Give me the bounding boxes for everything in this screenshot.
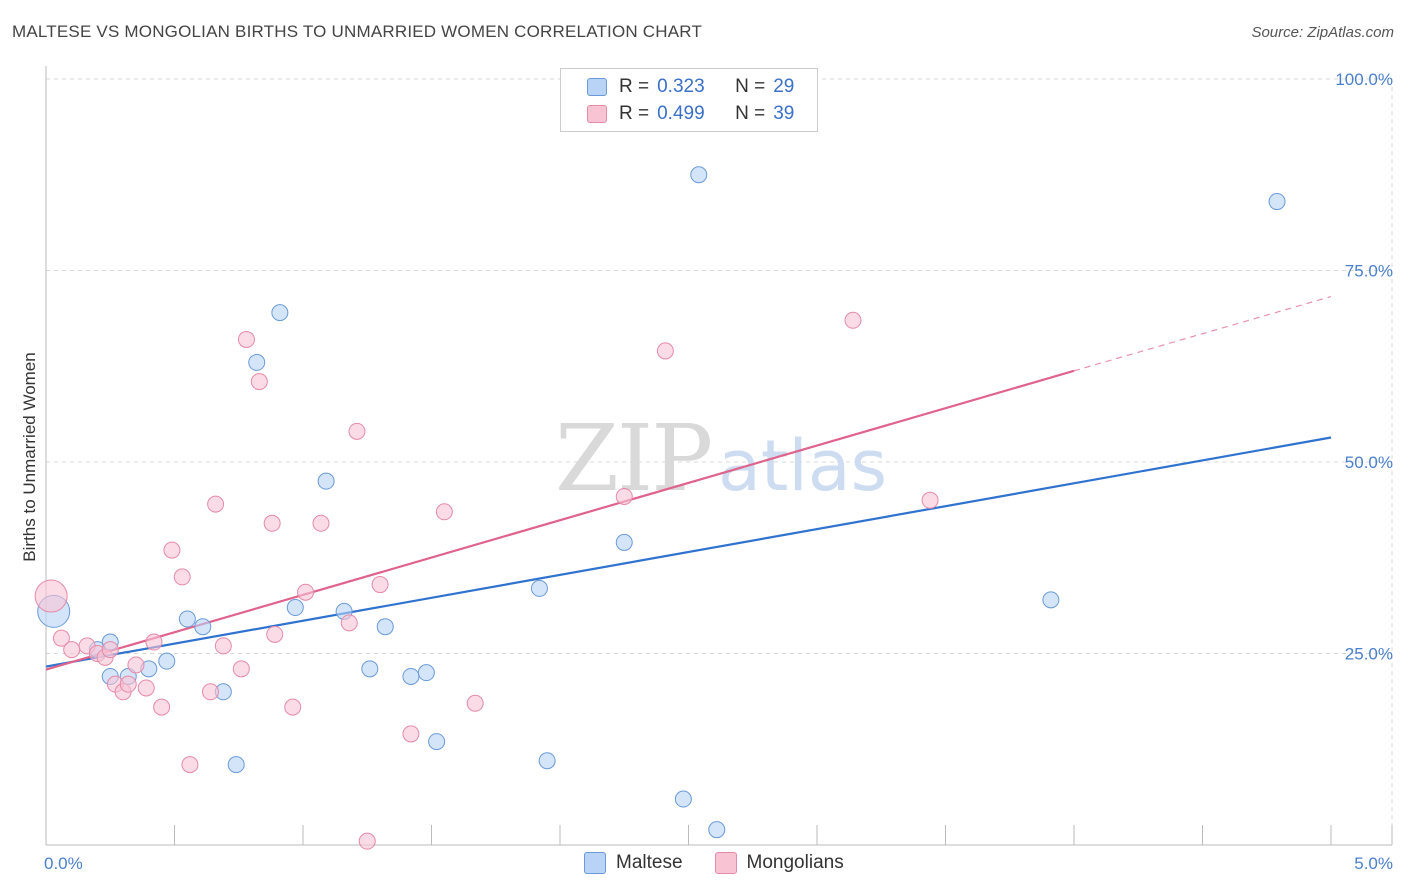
mongolian-swatch xyxy=(587,105,607,123)
mongolian-point xyxy=(101,641,119,659)
mongolian-point xyxy=(127,656,145,674)
mongolian-point xyxy=(312,514,330,532)
data-points xyxy=(34,166,1286,850)
mongolian-point xyxy=(656,342,674,360)
maltese-point xyxy=(428,733,446,751)
y-tick-label: 100.0% xyxy=(1335,70,1393,89)
mongolian-point xyxy=(297,583,315,601)
maltese-point xyxy=(1268,193,1286,211)
mongolian-point xyxy=(402,725,420,743)
mongolian-point xyxy=(181,756,199,774)
maltese-point xyxy=(158,652,176,670)
mongolian-point xyxy=(371,576,389,594)
maltese-point xyxy=(194,618,212,636)
x-tick-label-end: 5.0% xyxy=(1354,854,1393,873)
mongolian-point xyxy=(466,694,484,712)
mongolian-point xyxy=(358,832,376,850)
watermark-zip: ZIP xyxy=(555,405,711,512)
mongolian-r-value: 0.499 xyxy=(657,103,705,124)
maltese-point xyxy=(178,610,196,628)
maltese-point xyxy=(1042,591,1060,609)
maltese-point xyxy=(615,533,633,551)
legend-r-label: R = xyxy=(619,76,650,97)
x-tick-label-start: 0.0% xyxy=(44,854,83,873)
mongolian-point xyxy=(232,660,250,678)
legend-n-label: N = xyxy=(735,76,766,97)
mongolian-trendline xyxy=(45,369,1075,671)
mongolian-point xyxy=(63,641,81,659)
maltese-point xyxy=(248,353,266,371)
mongolian-n-value: 39 xyxy=(773,103,795,124)
maltese-point xyxy=(674,790,692,808)
watermark: ZIP atlas xyxy=(555,405,887,512)
axes xyxy=(45,66,1393,846)
mongolian-point xyxy=(119,675,137,693)
y-tick-label: 75.0% xyxy=(1345,262,1393,281)
maltese-legend-swatch xyxy=(584,852,606,874)
maltese-point xyxy=(317,472,335,490)
mongolian-point xyxy=(284,698,302,716)
mongolian-point xyxy=(266,625,284,643)
mongolian-point xyxy=(145,633,163,651)
legend-row-maltese: R = 0.323 N = 29 xyxy=(587,75,794,99)
legend-mongolians-label: Mongolians xyxy=(746,852,844,873)
legend-n-label: N = xyxy=(735,103,766,124)
maltese-point xyxy=(361,660,379,678)
maltese-point xyxy=(376,618,394,636)
mongolian-point xyxy=(52,629,70,647)
maltese-swatch xyxy=(587,78,607,96)
tick-labels: 25.0% 50.0% 75.0% 100.0% 0.0% 5.0% xyxy=(44,70,1393,873)
source-label: Source: ZipAtlas.com xyxy=(1251,24,1394,41)
maltese-n-value: 29 xyxy=(773,76,795,97)
y-tick-label: 50.0% xyxy=(1345,453,1393,472)
mongolian-point xyxy=(921,491,939,509)
legend-r-label: R = xyxy=(619,103,650,124)
mongolian-point xyxy=(844,311,862,329)
maltese-point xyxy=(530,579,548,597)
maltese-point xyxy=(708,821,726,839)
chart-title: MALTESE VS MONGOLIAN BIRTHS TO UNMARRIED… xyxy=(12,22,703,41)
mongolian-point xyxy=(137,679,155,697)
maltese-point xyxy=(538,752,556,770)
mongolian-point xyxy=(250,373,268,391)
maltese-point xyxy=(402,667,420,685)
maltese-point xyxy=(271,304,289,322)
maltese-point xyxy=(417,664,435,682)
mongolian-point xyxy=(173,568,191,586)
mongolian-point xyxy=(615,487,633,505)
maltese-point xyxy=(286,599,304,617)
legend-item-mongolians[interactable]: Mongolians xyxy=(714,852,844,874)
mongolian-point xyxy=(237,330,255,348)
mongolian-trendline-extension xyxy=(1073,295,1332,372)
legend-row-mongolians: R = 0.499 N = 39 xyxy=(587,102,794,126)
mongolian-point xyxy=(435,503,453,521)
maltese-point xyxy=(227,756,245,774)
maltese-r-value: 0.323 xyxy=(657,76,705,97)
mongolian-point xyxy=(201,683,219,701)
stats-legend: R = 0.323 N = 29 R = 0.499 N = 39 xyxy=(560,68,818,132)
mongolian-point xyxy=(153,698,171,716)
legend-maltese-label: Maltese xyxy=(616,852,683,873)
y-axis-label: Births to Unmarried Women xyxy=(20,352,39,561)
y-tick-label: 25.0% xyxy=(1345,645,1393,664)
legend-item-maltese[interactable]: Maltese xyxy=(584,852,683,874)
mongolian-point xyxy=(263,514,281,532)
mongolian-point xyxy=(214,637,232,655)
mongolian-point xyxy=(340,614,358,632)
mongolian-legend-swatch xyxy=(714,852,737,874)
mongolian-point xyxy=(348,422,366,440)
trendlines xyxy=(45,295,1332,671)
maltese-point xyxy=(690,166,708,184)
mongolian-point xyxy=(207,495,225,513)
maltese-trendline xyxy=(45,436,1332,668)
mongolian-point xyxy=(163,541,181,559)
series-legend: Maltese Mongolians xyxy=(584,852,876,874)
mongolian-point xyxy=(34,579,68,613)
